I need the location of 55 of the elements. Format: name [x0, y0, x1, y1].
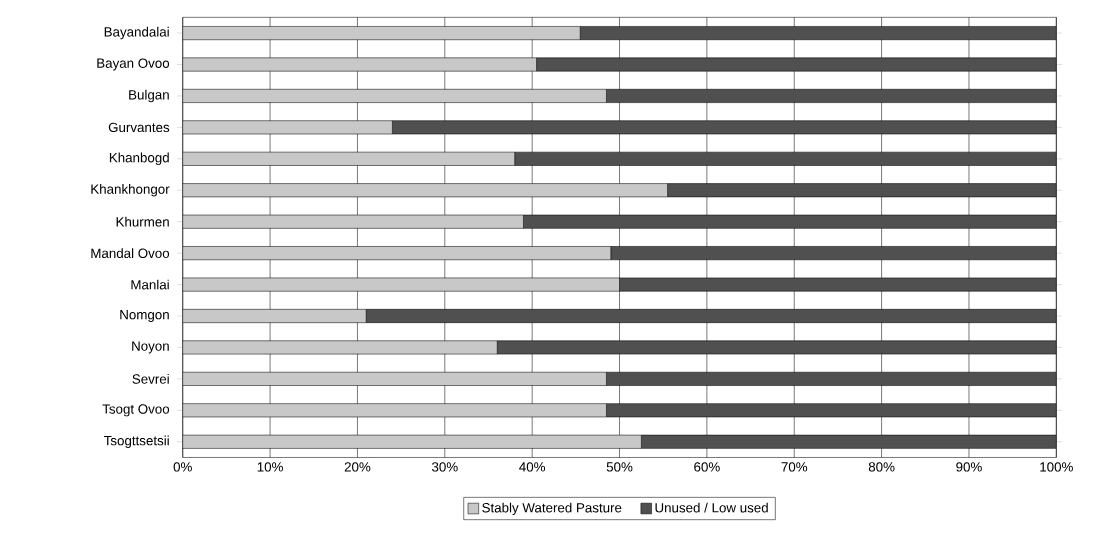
y-tick-label: Tsogt Ovoo — [102, 404, 170, 417]
bar — [182, 309, 367, 324]
bar — [610, 246, 1057, 261]
y-tick-label: Bulgan — [129, 89, 169, 103]
x-tick-label: 30% — [431, 462, 458, 472]
bar — [514, 152, 1057, 166]
x-tick-label: 20% — [344, 462, 371, 472]
bar — [182, 215, 524, 229]
bar — [182, 340, 498, 355]
y-tick-label: Noyon — [132, 341, 169, 354]
y-tick-label: Bayandalai — [104, 27, 169, 40]
bar — [182, 435, 642, 449]
bar — [523, 215, 1057, 229]
y-tick-label: Gurvantes — [108, 122, 170, 133]
bar — [182, 89, 607, 104]
bar — [182, 246, 612, 261]
x-tick-label: 90% — [956, 462, 982, 472]
bar — [606, 372, 1057, 387]
bar — [496, 340, 1057, 355]
bar — [182, 120, 393, 135]
y-tick-label: Bayan Ovoo — [97, 58, 170, 71]
bar — [606, 403, 1057, 418]
x-tick-label: 10% — [257, 462, 283, 472]
x-tick-label: 70% — [781, 462, 808, 472]
bar — [667, 183, 1057, 198]
bar — [182, 403, 607, 418]
bar — [182, 372, 607, 387]
bar — [606, 89, 1057, 104]
bar — [392, 120, 1057, 135]
bar — [619, 277, 1057, 292]
x-tick-label: 80% — [868, 462, 895, 472]
bar — [182, 152, 515, 166]
bar — [182, 183, 668, 198]
bar — [182, 57, 537, 72]
y-tick-label: Nomgon — [120, 310, 169, 323]
y-tick-label: Sevrei — [132, 374, 169, 385]
y-tick-label: Khurmen — [116, 217, 169, 227]
x-tick-label: 50% — [606, 462, 633, 472]
legend-label: Stably Watered Pasture — [482, 502, 622, 516]
bar — [365, 309, 1057, 324]
bar — [536, 57, 1057, 72]
y-tick-label: Khanbogd — [109, 152, 169, 166]
y-tick-label: Tsogttsetsii — [103, 435, 169, 449]
y-tick-label: Manlai — [131, 279, 169, 290]
bar — [641, 435, 1057, 449]
x-tick-label: 100% — [1040, 462, 1073, 472]
bar — [182, 277, 620, 292]
bar — [579, 26, 1057, 41]
x-tick-label: 0% — [173, 462, 192, 472]
bar — [182, 26, 581, 41]
y-tick-label: Mandal Ovoo — [91, 248, 170, 259]
x-tick-label: 60% — [694, 462, 720, 472]
x-tick-label: 40% — [519, 462, 546, 472]
y-tick-label: Khankhongor — [91, 184, 170, 197]
legend-label: Unused / Low used — [655, 502, 768, 513]
